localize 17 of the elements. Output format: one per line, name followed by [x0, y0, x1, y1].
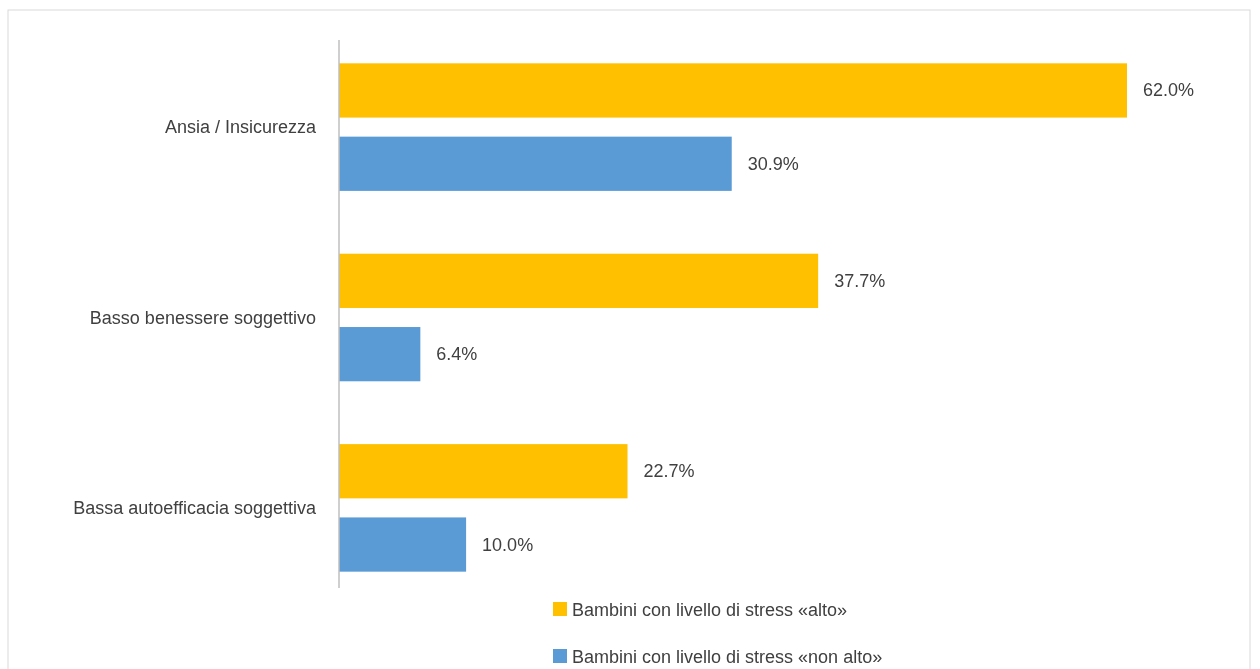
bar [339, 63, 1127, 118]
bar [339, 517, 467, 572]
bar [339, 327, 421, 382]
data-label: 22.7% [643, 461, 695, 482]
data-label: 37.7% [834, 270, 886, 291]
bar [339, 444, 628, 499]
data-label: 6.4% [436, 344, 478, 365]
bar [339, 253, 819, 308]
bar [339, 136, 732, 191]
y-tick-label: Ansia / Insicurezza [164, 117, 317, 138]
data-label: 10.0% [482, 534, 534, 555]
y-tick-label: Bassa autoefficacia soggettiva [73, 497, 317, 518]
data-label: 30.9% [747, 153, 799, 174]
legend-label: Bambini con livello di stress «non alto» [572, 647, 883, 667]
data-label: 62.0% [1143, 80, 1195, 101]
y-tick-label: Basso benessere soggettivo [89, 307, 316, 328]
legend-label: Bambini con livello di stress «alto» [572, 600, 848, 620]
